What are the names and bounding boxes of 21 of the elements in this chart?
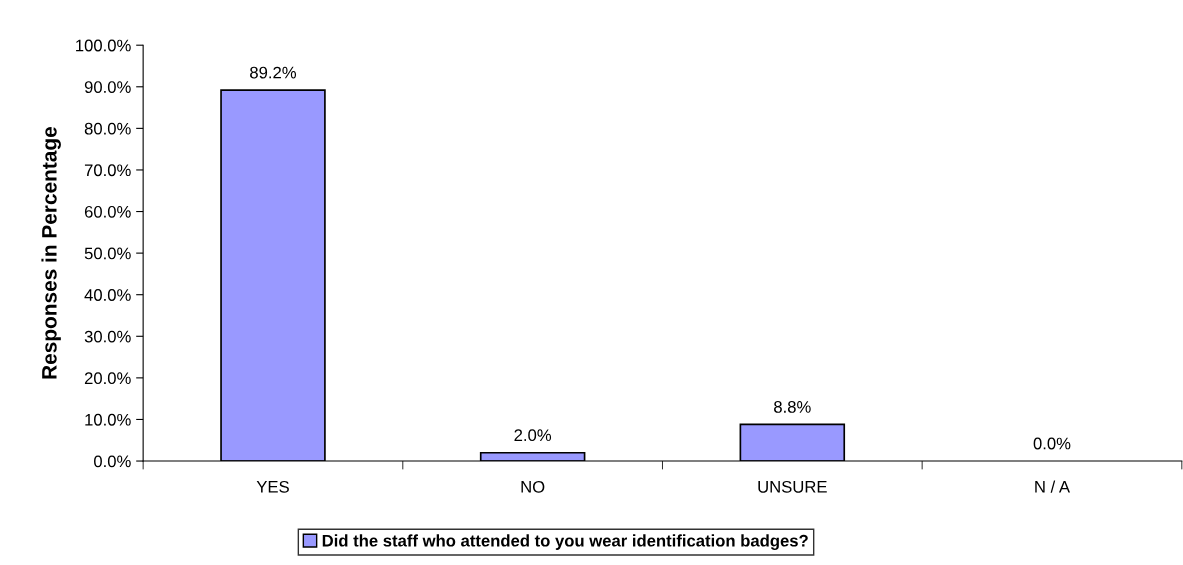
x-tick-label: YES (256, 480, 289, 493)
y-tick-label: 90.0% (84, 81, 131, 93)
y-tick-label: 50.0% (84, 247, 131, 260)
y-tick-label: 100.0% (76, 39, 131, 52)
x-tick-label: UNSURE (758, 480, 827, 493)
data-label: 2.0% (514, 429, 552, 442)
y-tick-label: 60.0% (84, 205, 131, 218)
x-tick-label: NO (521, 480, 545, 493)
y-tick-label: 10.0% (85, 413, 131, 426)
data-label: 89.2% (250, 66, 297, 79)
y-tick-label: 20.0% (84, 372, 131, 385)
x-tick-label: N / A (1035, 480, 1071, 493)
data-label: 8.8% (774, 401, 811, 413)
y-axis-title: Responses in Percentage (41, 127, 61, 379)
data-label: 0.0% (1033, 437, 1071, 450)
y-tick-label: 70.0% (84, 164, 131, 177)
y-tick-label: 30.0% (84, 330, 131, 343)
y-tick-label: 40.0% (84, 289, 131, 301)
legend-label: Did the staff who attended to you wear identification badges? (322, 534, 808, 550)
y-tick-label: 80.0% (84, 122, 131, 135)
y-tick-label: 0.0% (94, 455, 131, 468)
